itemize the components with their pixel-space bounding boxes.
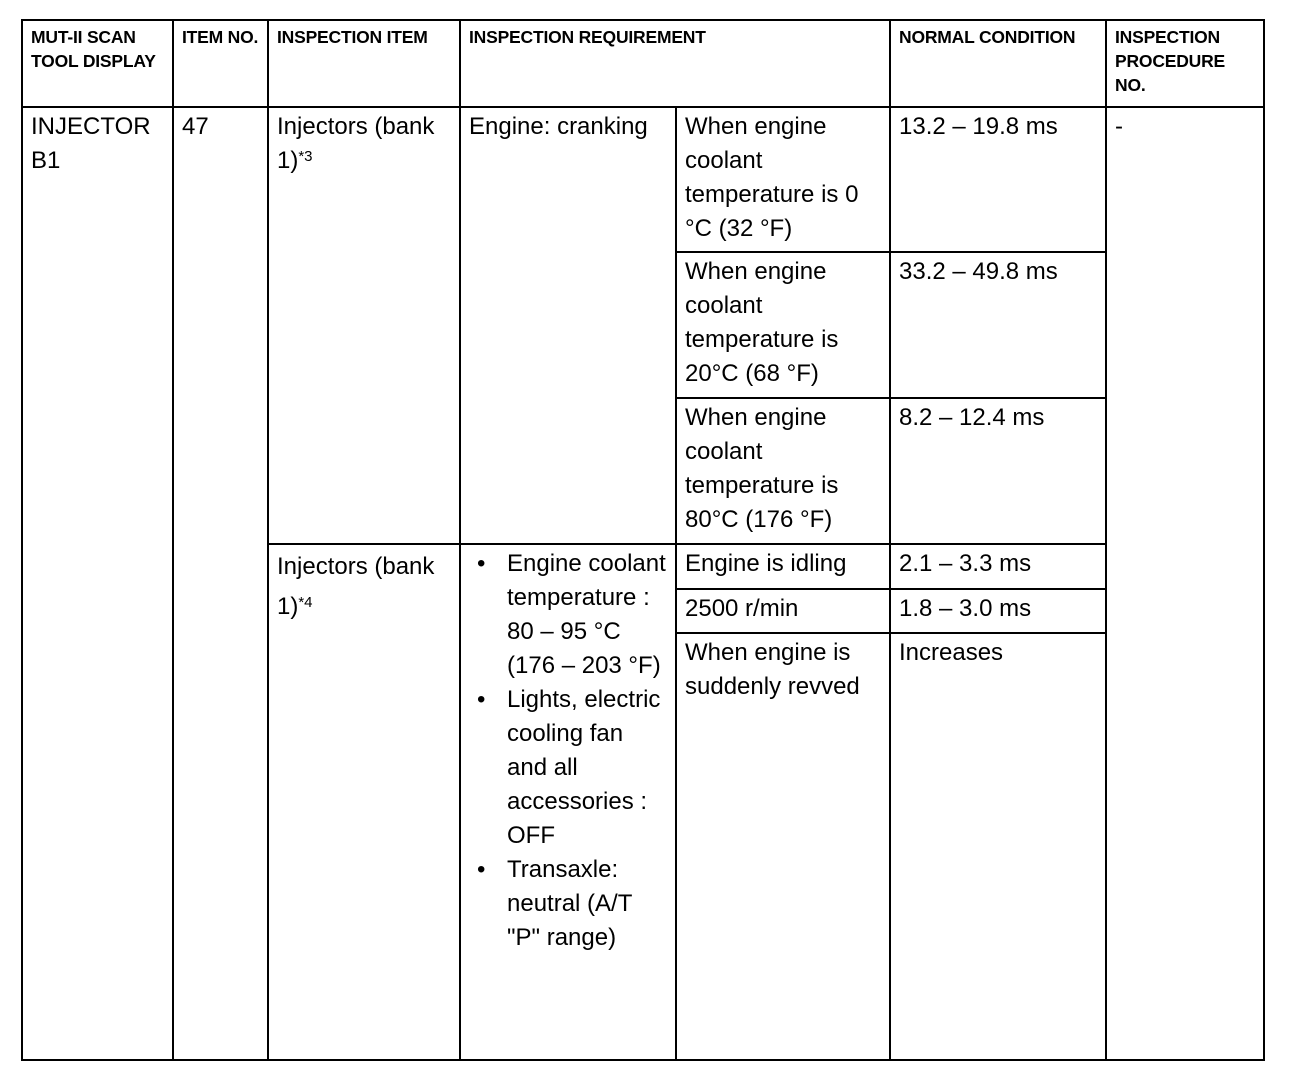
inspection-item-cell: Injectors (bank 1)*4 xyxy=(267,543,461,1061)
requirement-cell: When engine is suddenly revved xyxy=(675,632,891,1061)
requirement-cell: When engine coolant temperature is 0 °C … xyxy=(675,106,891,253)
condition-list: Engine coolant temperature : 80 – 95 °C … xyxy=(469,547,667,955)
display-cell: INJECTOR B1 xyxy=(21,106,174,1061)
condition-bullet: Lights, electric cooling fan and all acc… xyxy=(477,683,667,853)
footnote-ref: *3 xyxy=(298,148,313,165)
header-procedure: INSPECTION PROCEDURE NO. xyxy=(1105,19,1265,108)
requirement-cell: When engine coolant temperature is 80°C … xyxy=(675,397,891,545)
condition-cell: Engine coolant temperature : 80 – 95 °C … xyxy=(459,543,677,1061)
requirement-cell: Engine is idling xyxy=(675,543,891,590)
header-item-no: ITEM NO. xyxy=(172,19,269,108)
header-requirement: INSPECTION REQUIREMENT xyxy=(459,19,891,108)
header-normal-condition: NORMAL CONDITION xyxy=(889,19,1107,108)
condition-cell: Engine: cranking xyxy=(459,106,677,545)
requirement-cell: When engine coolant temperature is 20°C … xyxy=(675,251,891,399)
normal-cell: 33.2 – 49.8 ms xyxy=(889,251,1107,399)
item-text: Injectors (bank 1) xyxy=(277,553,435,620)
procedure-cell: - xyxy=(1105,106,1265,1061)
normal-cell: 2.1 – 3.3 ms xyxy=(889,543,1107,590)
normal-cell: 8.2 – 12.4 ms xyxy=(889,397,1107,545)
footnote-ref: *4 xyxy=(298,594,313,611)
normal-cell: 13.2 – 19.8 ms xyxy=(889,106,1107,253)
requirement-cell: 2500 r/min xyxy=(675,588,891,634)
normal-cell: Increases xyxy=(889,632,1107,1061)
item-text: Injectors (bank 1) xyxy=(277,113,435,174)
inspection-item-cell: Injectors (bank 1)*3 xyxy=(267,106,461,545)
item-no-cell: 47 xyxy=(172,106,269,1061)
header-display: MUT-II SCAN TOOL DISPLAY xyxy=(21,19,174,108)
header-inspection-item: INSPECTION ITEM xyxy=(267,19,461,108)
condition-bullet: Transaxle: neutral (A/T "P" range) xyxy=(477,853,667,955)
normal-cell: 1.8 – 3.0 ms xyxy=(889,588,1107,634)
condition-bullet: Engine coolant temperature : 80 – 95 °C … xyxy=(477,547,667,683)
